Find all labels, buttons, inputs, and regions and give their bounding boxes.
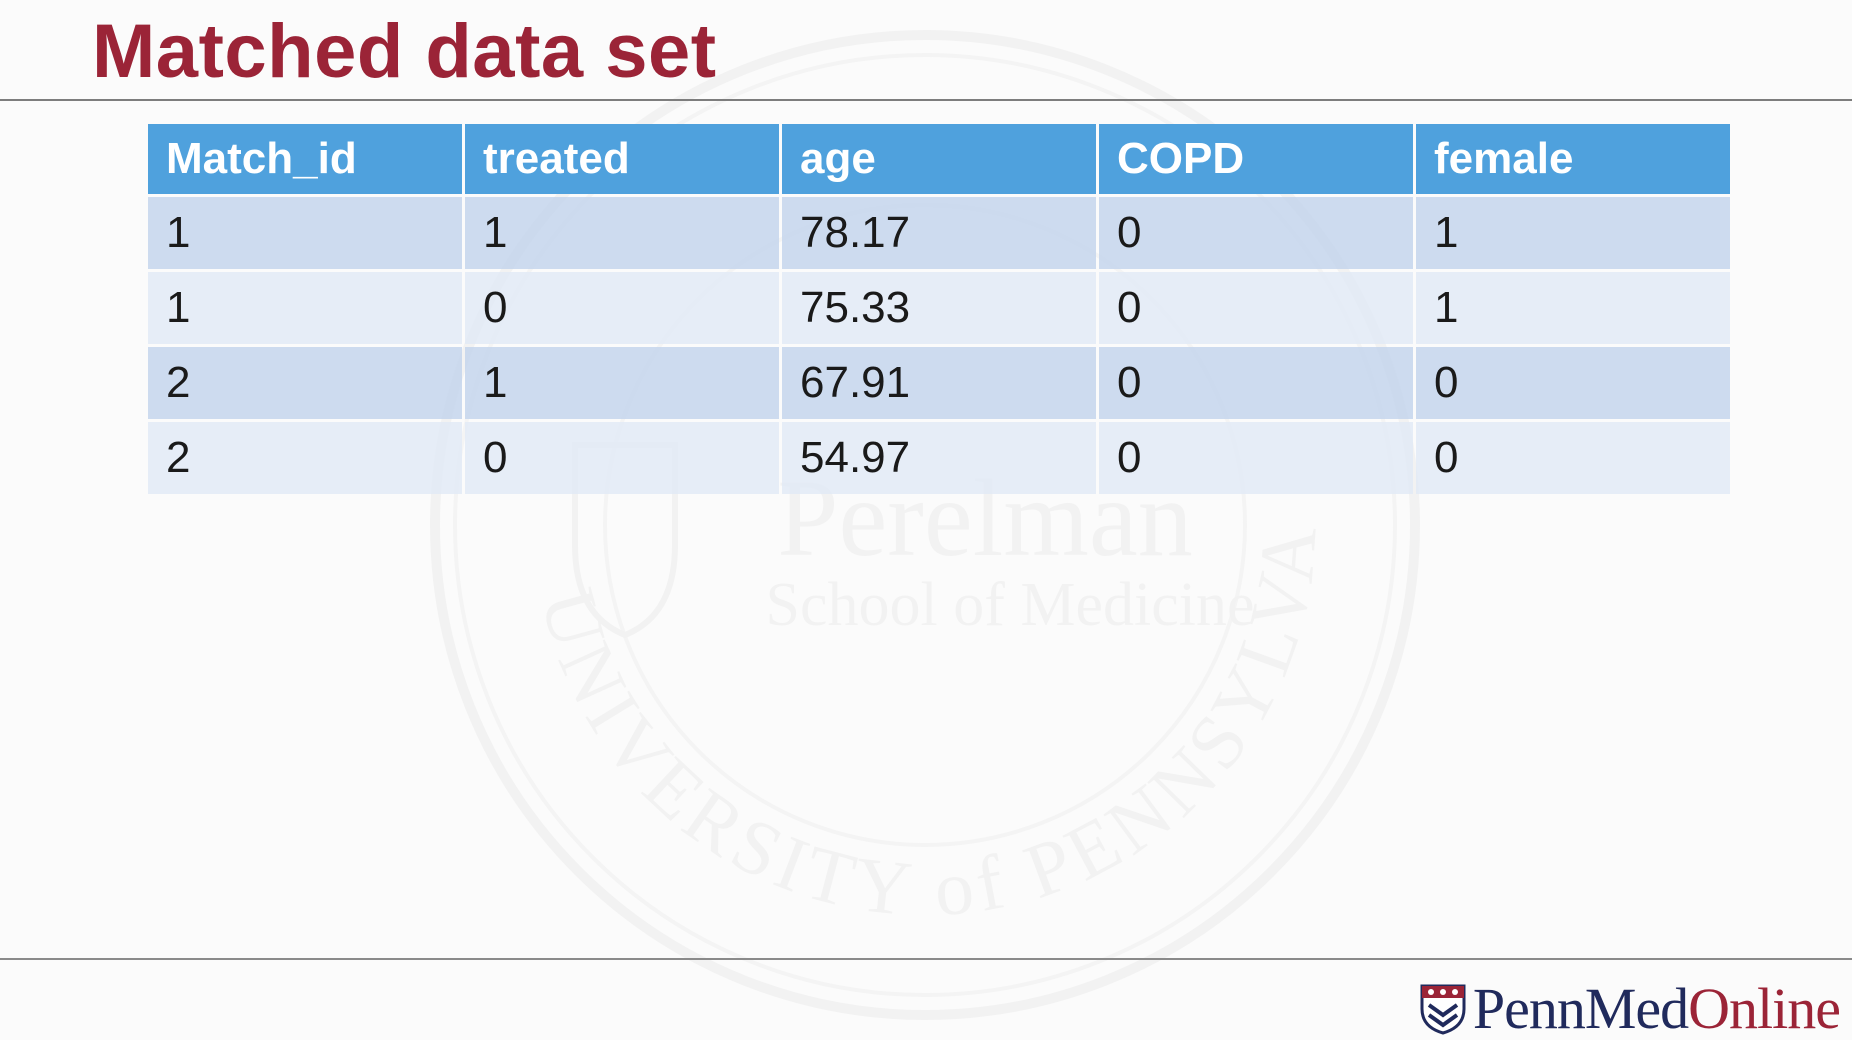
cell-treated: 0 xyxy=(465,272,779,344)
brand-penn-med: PennMed xyxy=(1472,976,1689,1040)
watermark-school-line: School of Medicine xyxy=(765,571,1254,639)
cell-female: 0 xyxy=(1416,347,1730,419)
cell-female: 0 xyxy=(1416,422,1730,494)
table-row: 1 1 78.17 0 1 xyxy=(148,197,1730,269)
table-row: 1 0 75.33 0 1 xyxy=(148,272,1730,344)
cell-copd: 0 xyxy=(1099,197,1413,269)
brand-online: Online xyxy=(1688,976,1841,1040)
cell-treated: 1 xyxy=(465,347,779,419)
table-row: 2 1 67.91 0 0 xyxy=(148,347,1730,419)
table-row: 2 0 54.97 0 0 xyxy=(148,422,1730,494)
cell-match-id: 1 xyxy=(148,272,462,344)
cell-match-id: 2 xyxy=(148,422,462,494)
cell-age: 54.97 xyxy=(782,422,1096,494)
cell-age: 78.17 xyxy=(782,197,1096,269)
column-header-treated: treated xyxy=(465,124,779,194)
cell-match-id: 1 xyxy=(148,197,462,269)
slide-title: Matched data set xyxy=(92,9,717,94)
column-header-age: age xyxy=(782,124,1096,194)
column-header-match-id: Match_id xyxy=(148,124,462,194)
cell-age: 67.91 xyxy=(782,347,1096,419)
cell-treated: 0 xyxy=(465,422,779,494)
footer-divider xyxy=(0,958,1852,960)
cell-female: 1 xyxy=(1416,197,1730,269)
pennmedonline-logo: PennMedOnline xyxy=(1419,976,1841,1040)
cell-copd: 0 xyxy=(1099,422,1413,494)
penn-shield-icon xyxy=(1420,984,1466,1035)
cell-copd: 0 xyxy=(1099,272,1413,344)
brand-wordmark: PennMedOnline xyxy=(1472,976,1841,1040)
matched-data-table: Match_id treated age COPD female 1 1 78.… xyxy=(145,121,1733,497)
title-divider xyxy=(0,99,1852,101)
column-header-copd: COPD xyxy=(1099,124,1413,194)
column-header-female: female xyxy=(1416,124,1730,194)
cell-treated: 1 xyxy=(465,197,779,269)
cell-female: 1 xyxy=(1416,272,1730,344)
cell-copd: 0 xyxy=(1099,347,1413,419)
cell-match-id: 2 xyxy=(148,347,462,419)
cell-age: 75.33 xyxy=(782,272,1096,344)
table-header-row: Match_id treated age COPD female xyxy=(148,124,1730,194)
